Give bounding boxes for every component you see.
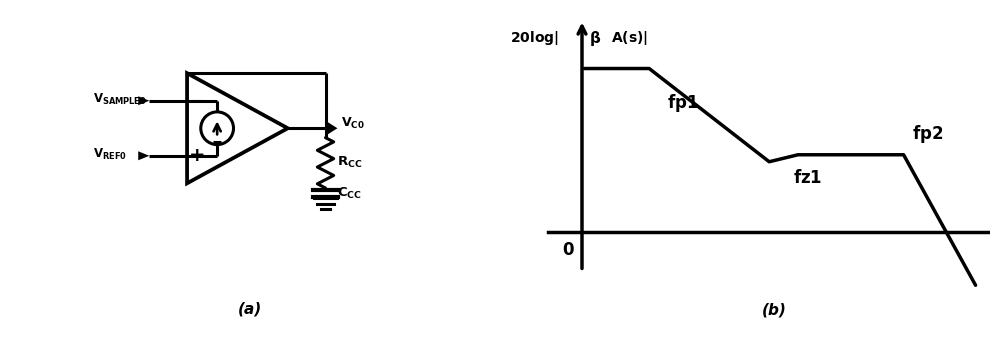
Text: $\mathbf{C}_{\mathbf{CC}}$: $\mathbf{C}_{\mathbf{CC}}$	[337, 185, 362, 201]
Text: (b): (b)	[762, 303, 786, 318]
Polygon shape	[138, 151, 149, 160]
Text: 0: 0	[562, 241, 573, 259]
Polygon shape	[138, 96, 149, 105]
Text: $\mathbf{A(s)|}$: $\mathbf{A(s)|}$	[611, 29, 648, 47]
Text: $\mathbf{V}_{\mathbf{SAMPLE0}}$: $\mathbf{V}_{\mathbf{SAMPLE0}}$	[93, 92, 147, 107]
Text: $\mathit{\mathbf{fp1}}$: $\mathit{\mathbf{fp1}}$	[667, 92, 699, 115]
Text: (a): (a)	[238, 302, 262, 317]
Text: $\mathit{\mathbf{fp2}}$: $\mathit{\mathbf{fp2}}$	[912, 123, 943, 145]
Text: $\mathbf{-}$: $\mathbf{-}$	[188, 91, 204, 110]
Text: $\mathbf{R}_{\mathbf{CC}}$: $\mathbf{R}_{\mathbf{CC}}$	[337, 155, 363, 170]
Text: $\mathbf{V}_{\mathbf{C0}}$: $\mathbf{V}_{\mathbf{C0}}$	[341, 116, 365, 131]
Text: $\mathbf{V}_{\mathbf{REF0}}$: $\mathbf{V}_{\mathbf{REF0}}$	[93, 147, 127, 162]
Polygon shape	[326, 121, 337, 135]
Text: $\mathbf{+}$: $\mathbf{+}$	[188, 146, 204, 165]
Text: $\mathbf{20log|}$: $\mathbf{20log|}$	[510, 29, 559, 47]
Text: $\mathit{\mathbf{fz1}}$: $\mathit{\mathbf{fz1}}$	[793, 169, 822, 187]
Text: $\mathbf{\beta}$: $\mathbf{\beta}$	[589, 29, 601, 48]
